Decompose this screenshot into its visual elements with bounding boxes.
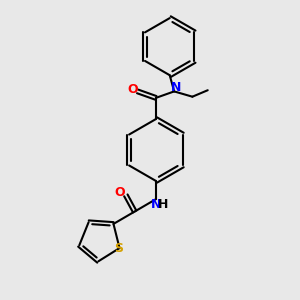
Text: O: O — [127, 82, 138, 95]
Text: N: N — [151, 198, 161, 211]
Text: N: N — [170, 81, 181, 94]
Text: H: H — [158, 198, 168, 211]
Text: S: S — [114, 242, 123, 256]
Text: O: O — [115, 186, 125, 199]
